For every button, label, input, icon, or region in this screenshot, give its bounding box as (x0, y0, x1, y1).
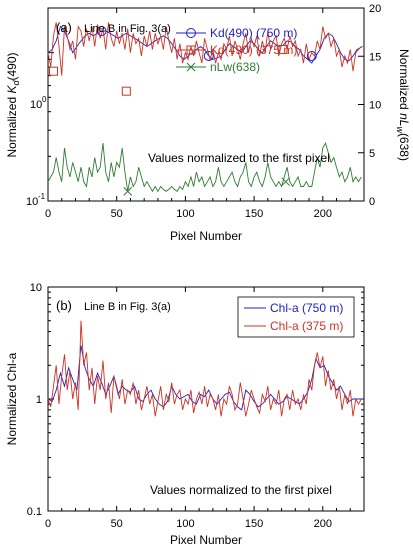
panel-a-tag: (a) (56, 20, 72, 35)
panel-a-frame (47, 7, 365, 202)
panel-a-markers (48, 25, 317, 196)
legend-marker-circle-icon (186, 28, 196, 38)
panel-a-ytick-left-0-exp: -1 (38, 192, 46, 201)
panel-a-yticks-right: 0 5 10 15 20 (369, 3, 381, 208)
series-line-nlw-638- (47, 141, 362, 193)
panel-a-xtick-label: 200 (314, 208, 332, 220)
data-marker-x-icon (281, 177, 291, 187)
panel-a-xtick-label: 100 (176, 208, 194, 220)
series-line-chl-a-375-m- (47, 320, 362, 417)
panel-a-xticks: 0 50 100 150 200 (45, 208, 332, 220)
panel-b-xlabel: Pixel Number (170, 533, 242, 547)
legend-label-kd750: Kd(490) (750 m) (210, 26, 297, 40)
data-marker-circle-icon (306, 50, 317, 61)
panel-b-ticks (47, 286, 364, 512)
panel-b-ytick-label: 10 (30, 282, 42, 294)
legend-marker-x-icon (186, 62, 196, 72)
data-marker-circle-icon (96, 25, 107, 36)
panel-a: 10 0 10 -1 0 5 10 15 20 0 50 100 150 200 Pixel N… (5, 3, 411, 243)
panel-b-ytick-label: 0.1 (27, 506, 42, 518)
data-marker-circle-icon (203, 50, 214, 61)
panel-b-ytick-label: 1 (36, 394, 42, 406)
panel-b-legend-box (237, 296, 355, 338)
legend-label-chl375: Chl-a (375 m) (270, 319, 343, 333)
panel-a-xlabel: Pixel Number (170, 229, 242, 243)
panel-a-xtick-label: 150 (245, 208, 263, 220)
panel-a-ytick-right-label: 5 (369, 148, 375, 160)
panel-a-legend: Kd(490) (750 m) Kd(490) (375 m) nLw(638) (176, 26, 297, 74)
panel-a-ylabel-right: Normalized nLw(638) (395, 49, 411, 161)
data-marker-square-icon (48, 66, 58, 76)
panel-b-xtick-label: 150 (245, 518, 263, 530)
panel-a-xtick-label: 0 (45, 208, 51, 220)
panel-a-series (47, 22, 363, 193)
panel-a-ylabel-left: Normalized Kd(490) (5, 52, 21, 157)
legend-label-kd375: Kd(490) (375 m) (210, 43, 297, 57)
series-line-chl-a-750-m- (47, 345, 363, 411)
panel-b-tag: (b) (56, 298, 72, 313)
panel-b-xticks: 0 50 100 150 200 (45, 518, 332, 530)
panel-b-xtick-label: 200 (314, 518, 332, 530)
panel-b-xtick-label: 50 (111, 518, 123, 530)
panel-a-ytick-right-label: 0 (369, 196, 375, 208)
panel-b-xtick-label: 100 (176, 518, 194, 530)
data-marker-square-icon (121, 86, 131, 96)
panel-a-note: Values normalized to the first pixel (148, 151, 330, 165)
panel-b-ylabel-left: Normalized Chl-a (5, 352, 19, 445)
panel-a-ytick-right-label: 20 (369, 3, 381, 15)
panel-b-series (47, 320, 363, 417)
panel-a-ticks (47, 7, 364, 202)
panel-a-xtick-label: 50 (111, 208, 123, 220)
panel-a-ytick-left-0: 10 (26, 196, 38, 208)
panel-b-legend: Chl-a (750 m) Chl-a (375 m) (237, 296, 355, 338)
panel-a-subtitle: Line B in Fig. 3(a) (84, 23, 171, 35)
panel-a-ytick-right-label: 10 (369, 100, 381, 112)
panel-a-ytick-right-label: 15 (369, 51, 381, 63)
data-marker-square-icon (278, 45, 288, 55)
legend-marker-square-icon (186, 45, 196, 55)
data-marker-x-icon (123, 186, 133, 196)
panel-b-subtitle: Line B in Fig. 3(a) (84, 301, 171, 313)
panel-a-ytick-left-1-exp: 0 (42, 95, 47, 104)
legend-label-chl750: Chl-a (750 m) (270, 301, 343, 315)
panel-b: 0.1 1 10 0 50 100 150 200 Pixel Number Normali… (5, 282, 365, 547)
legend-label-nlw638: nLw(638) (210, 60, 260, 74)
panel-a-ytick-left-1: 10 (30, 99, 42, 111)
panel-b-note: Values normalized to the first pixel (150, 483, 332, 497)
panel-b-xtick-label: 0 (45, 518, 51, 530)
panel-b-yticks: 0.1 1 10 (27, 282, 42, 518)
